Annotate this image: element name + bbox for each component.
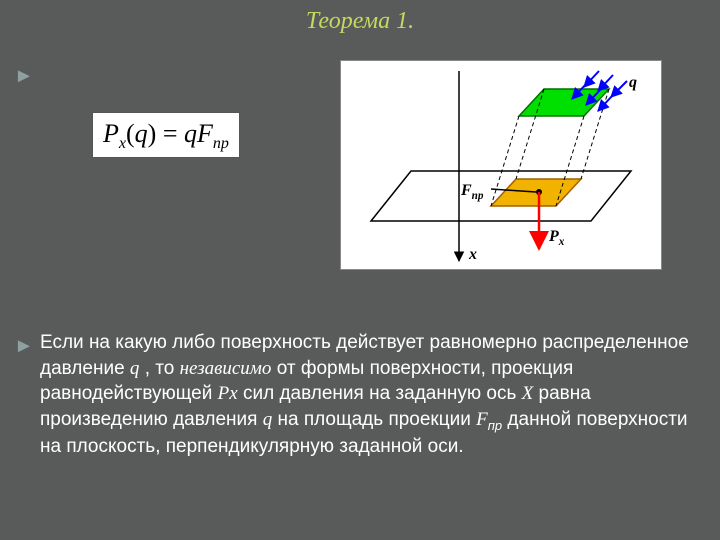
formula-text: Px(q) = qFnp	[103, 119, 229, 148]
svg-text:Px: Px	[548, 228, 565, 248]
formula-box: Px(q) = qFnp	[92, 112, 240, 158]
bullet-marker-2: ►	[14, 336, 34, 356]
slide-title: Теорема 1.	[0, 0, 720, 35]
svg-text:Fnp: Fnp	[460, 182, 484, 202]
diagram: q Fnp Px x	[340, 60, 662, 270]
theorem-text: Если на какую либо поверхность действует…	[40, 330, 690, 460]
svg-text:q: q	[629, 74, 637, 91]
bullet-marker-1: ►	[14, 66, 34, 86]
svg-text:x: x	[468, 246, 477, 263]
